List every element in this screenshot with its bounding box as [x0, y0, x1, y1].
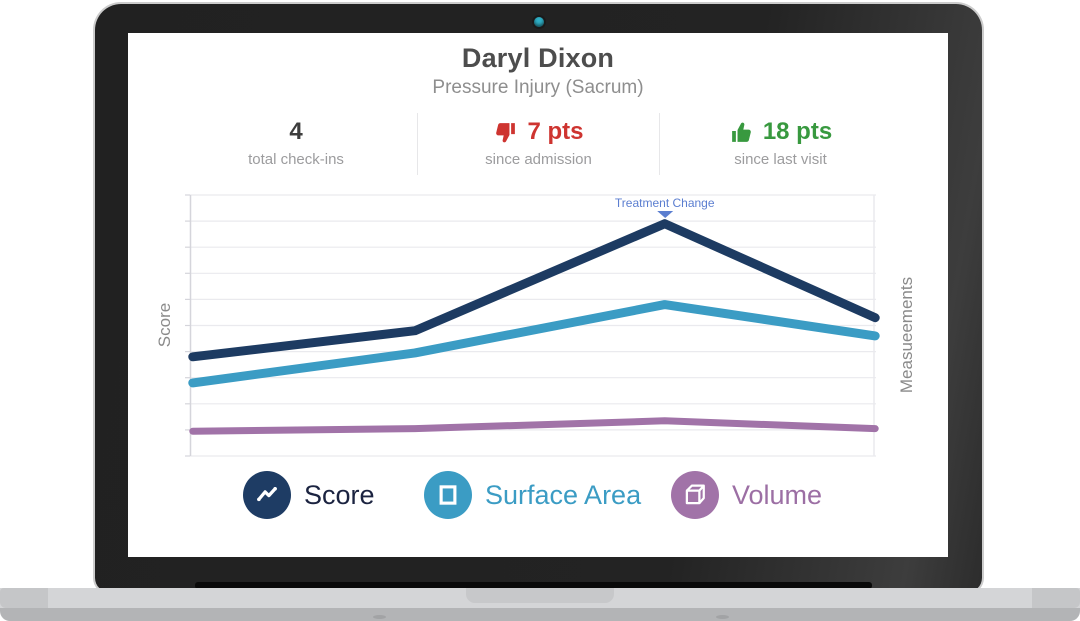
series-volume[interactable]: [189, 417, 879, 435]
patient-name: Daryl Dixon: [461, 43, 615, 73]
cube-icon: [671, 471, 719, 519]
legend-item-score[interactable]: Score: [243, 470, 375, 520]
thumbs-down-icon: [493, 120, 518, 145]
stat-number: 18 pts: [762, 118, 833, 145]
legend-label: Score: [304, 479, 375, 510]
stat-value: 4: [175, 116, 417, 148]
laptop-base-left-edge: [0, 588, 48, 608]
line-chart-icon: [243, 471, 291, 519]
y-axis-label-left: Score: [155, 302, 174, 348]
laptop-screen-bezel: Daryl Dixon Pressure Injury (Sacrum) 4 t…: [95, 4, 982, 592]
legend-item-surface-area[interactable]: Surface Area: [424, 470, 641, 520]
laptop-foot: [373, 615, 386, 619]
chart-canvas: [185, 194, 880, 457]
stat-total-checkins: 4 total check-ins: [175, 113, 417, 175]
laptop-foot: [716, 615, 729, 619]
stat-since-admission: 7 pts since admission: [417, 113, 659, 175]
app-screen: Daryl Dixon Pressure Injury (Sacrum) 4 t…: [128, 33, 948, 557]
patient-condition: Pressure Injury (Sacrum): [432, 77, 644, 98]
webcam-dot: [533, 17, 544, 27]
stat-number: 7 pts: [527, 118, 584, 145]
stat-label: since admission: [485, 151, 592, 168]
stat-value: 18 pts: [660, 116, 901, 148]
trend-chart: Treatment Change: [185, 194, 880, 457]
y-axis-label-right: Measueements: [897, 276, 916, 394]
legend-item-volume[interactable]: Volume: [671, 470, 822, 520]
legend-label: Surface Area: [485, 479, 642, 510]
stat-value: 7 pts: [418, 116, 659, 148]
series-score[interactable]: [188, 219, 880, 362]
thumbs-up-icon: [729, 120, 754, 145]
laptop-base-bottom: [0, 608, 1080, 621]
stat-label: total check-ins: [248, 151, 344, 168]
laptop-lid-notch: [466, 588, 614, 603]
stat-number: 4: [289, 118, 303, 145]
stat-label: since last visit: [734, 151, 827, 168]
legend-label: Volume: [732, 479, 823, 510]
chart-legend: Score Surface Area: [128, 470, 948, 520]
stats-row: 4 total check-ins 7 pts since admission: [175, 113, 901, 175]
series-surface-area[interactable]: [188, 300, 880, 388]
stat-since-last-visit: 18 pts since last visit: [659, 113, 901, 175]
laptop-hinge: [195, 582, 872, 589]
laptop-base-right-edge: [1032, 588, 1080, 608]
square-icon: [424, 471, 472, 519]
